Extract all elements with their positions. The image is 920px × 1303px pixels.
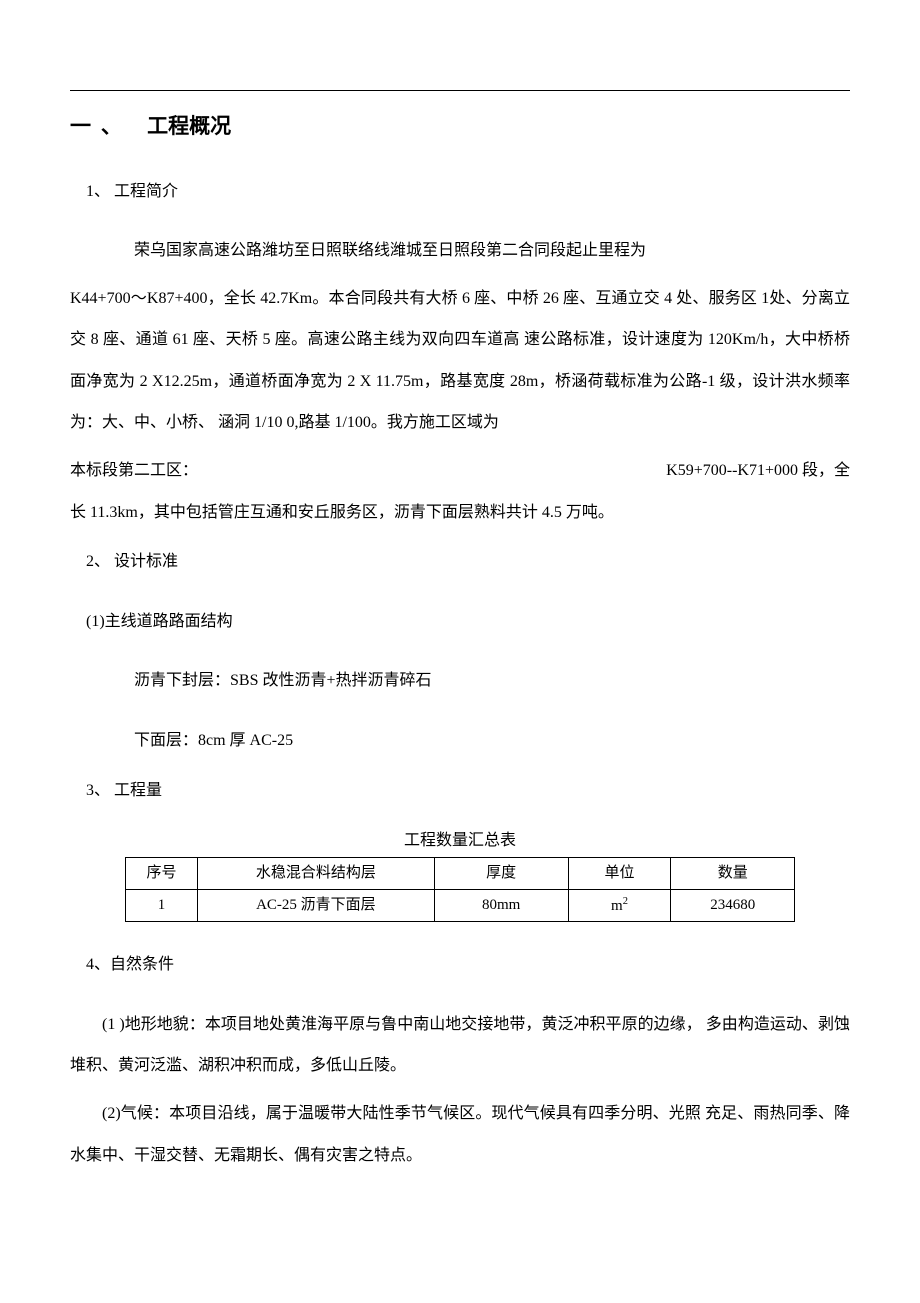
s4-p2: (2)气候：本项目沿线，属于温暖带大陆性季节气候区。现代气候具有四季分明、光照 …: [70, 1093, 850, 1176]
heading-title: 工程概况: [147, 115, 231, 138]
quantity-summary-table: 序号 水稳混合料结构层 厚度 单位 数量 1 AC-25 沥青下面层 80mm …: [125, 857, 795, 922]
cell-quantity: 234680: [671, 889, 795, 922]
split-right: K59+700--K71+000 段，全: [666, 450, 850, 492]
cell-seq: 1: [126, 889, 198, 922]
table-title: 工程数量汇总表: [70, 829, 850, 853]
s4-p1: (1 )地形地貌：本项目地处黄淮海平原与鲁中南山地交接地带，黄泛冲积平原的边缘，…: [70, 1004, 850, 1087]
paragraph-intro-tail: 长 11.3km，其中包括管庄互通和安丘服务区，沥青下面层熟料共计 4.5 万吨…: [70, 492, 850, 534]
col-header-quantity: 数量: [671, 858, 795, 890]
section-heading-1: 一 、 工程概况: [70, 111, 850, 143]
cell-material: AC-25 沥青下面层: [198, 889, 435, 922]
s2-line2: 下面层：8cm 厚 AC-25: [70, 720, 850, 762]
paragraph-intro-line1: 荣乌国家高速公路潍坊至日照联络线潍城至日照段第二合同段起止里程为: [70, 230, 850, 272]
paragraph-intro-body: K44+700～K87+400，全长 42.7Km。本合同段共有大桥 6 座、中…: [70, 278, 850, 444]
subheading-2-standards: 2、 设计标准: [70, 541, 850, 583]
s2-line1: 沥青下封层：SBS 改性沥青+热拌沥青碎石: [70, 660, 850, 702]
col-header-material: 水稳混合料结构层: [198, 858, 435, 890]
table-header-row: 序号 水稳混合料结构层 厚度 单位 数量: [126, 858, 795, 890]
s2-sub1: (1)主线道路路面结构: [70, 601, 850, 643]
subheading-4-natural: 4、自然条件: [70, 944, 850, 986]
top-horizontal-rule: [70, 90, 850, 91]
subheading-3-quantity: 3、 工程量: [70, 770, 850, 812]
col-header-thickness: 厚度: [434, 858, 568, 890]
col-header-seq: 序号: [126, 858, 198, 890]
col-header-unit: 单位: [568, 858, 671, 890]
heading-number: 一 、: [70, 115, 124, 138]
paragraph-intro-split: 本标段第二工区： K59+700--K71+000 段，全: [70, 450, 850, 492]
cell-thickness: 80mm: [434, 889, 568, 922]
subheading-1-intro: 1、 工程简介: [70, 171, 850, 213]
table-row: 1 AC-25 沥青下面层 80mm m2 234680: [126, 889, 795, 922]
cell-unit: m2: [568, 889, 671, 922]
split-left: 本标段第二工区：: [70, 450, 198, 492]
